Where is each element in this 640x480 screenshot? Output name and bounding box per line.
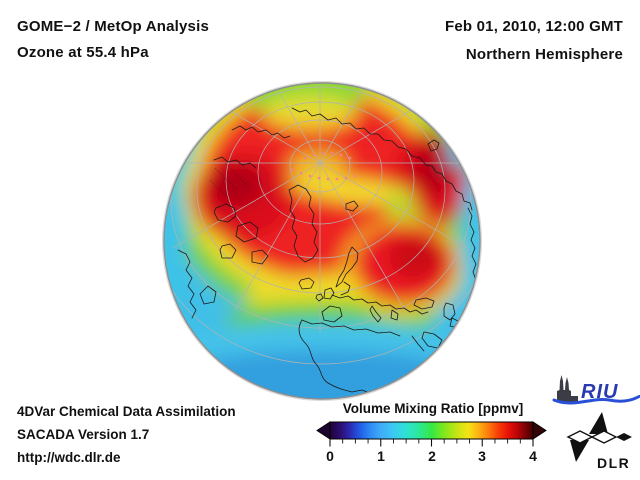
coastline-greenland [288,184,319,263]
coastline-siberia [291,107,473,211]
coastline-british-isles [315,287,335,302]
coastline-svalbard [345,200,359,212]
coastline-iceland [298,277,315,290]
assimilation-method: 4DVar Chemical Data Assimilation [17,404,236,419]
analysis-datetime: Feb 01, 2010, 12:00 GMT [444,18,623,35]
coastline-red-sea [411,335,425,352]
coastline-asia-east [467,207,477,281]
colorbar-tick-3: 3 [478,448,486,464]
colorbar-major-ticks [329,439,534,447]
obs-track-dots [290,151,357,181]
colorbar-title: Volume Mixing Ratio [ppmv] [342,401,524,416]
hatching-high-ozone [209,159,260,197]
riu-wave [552,395,640,405]
hemisphere-label: Northern Hemisphere [465,46,623,63]
colorbar-tick-4: 4 [529,448,537,464]
coastline-north-africa [301,319,401,337]
colorbar [316,421,547,447]
coastline-chukotka [213,156,257,169]
coastlines [177,107,477,395]
colorbar-right-arrow [532,421,547,440]
dlr-logo-text: DLR [597,455,630,471]
riu-logo-text: RIU [581,381,618,403]
coastline-greece [390,309,399,321]
product-title: GOME−2 / MetOp Analysis [17,18,210,35]
coastline-alaska [231,125,291,139]
coastline-caspian-sea [443,302,456,321]
coastline-kamchatka [427,139,440,152]
dlr-star-icon [566,412,632,462]
globe-limb-shadow [161,80,483,402]
coastline-italy [369,305,382,323]
colorbar-minor-ticks [342,439,521,444]
cathedral-icon [557,375,578,402]
globe-limb [163,82,481,400]
colorbar-tick-1: 1 [377,448,385,464]
colorbar-gradient-bar [329,421,534,440]
product-level: Ozone at 55.4 hPa [17,44,149,61]
graticule [164,83,480,399]
coastline-europe-mediterranean [331,294,429,315]
software-version: SACADA Version 1.7 [17,427,150,442]
dlr-logo: DLR [566,412,632,471]
colorbar-left-arrow [316,421,331,440]
data-centre-url: http://wdc.dlr.de [17,450,121,465]
riu-logo: RIU [552,375,640,405]
coastline-canadian-islands [213,203,269,265]
coastline-north-america [177,249,197,319]
colorbar-tick-0: 0 [326,448,334,464]
coastline-scandinavia [335,246,359,296]
coastline-iberia [321,305,343,323]
coastline-black-sea [413,297,435,310]
coastline-west-africa [298,319,387,395]
colorbar-tick-2: 2 [428,448,436,464]
coastline-hudson [199,285,217,305]
